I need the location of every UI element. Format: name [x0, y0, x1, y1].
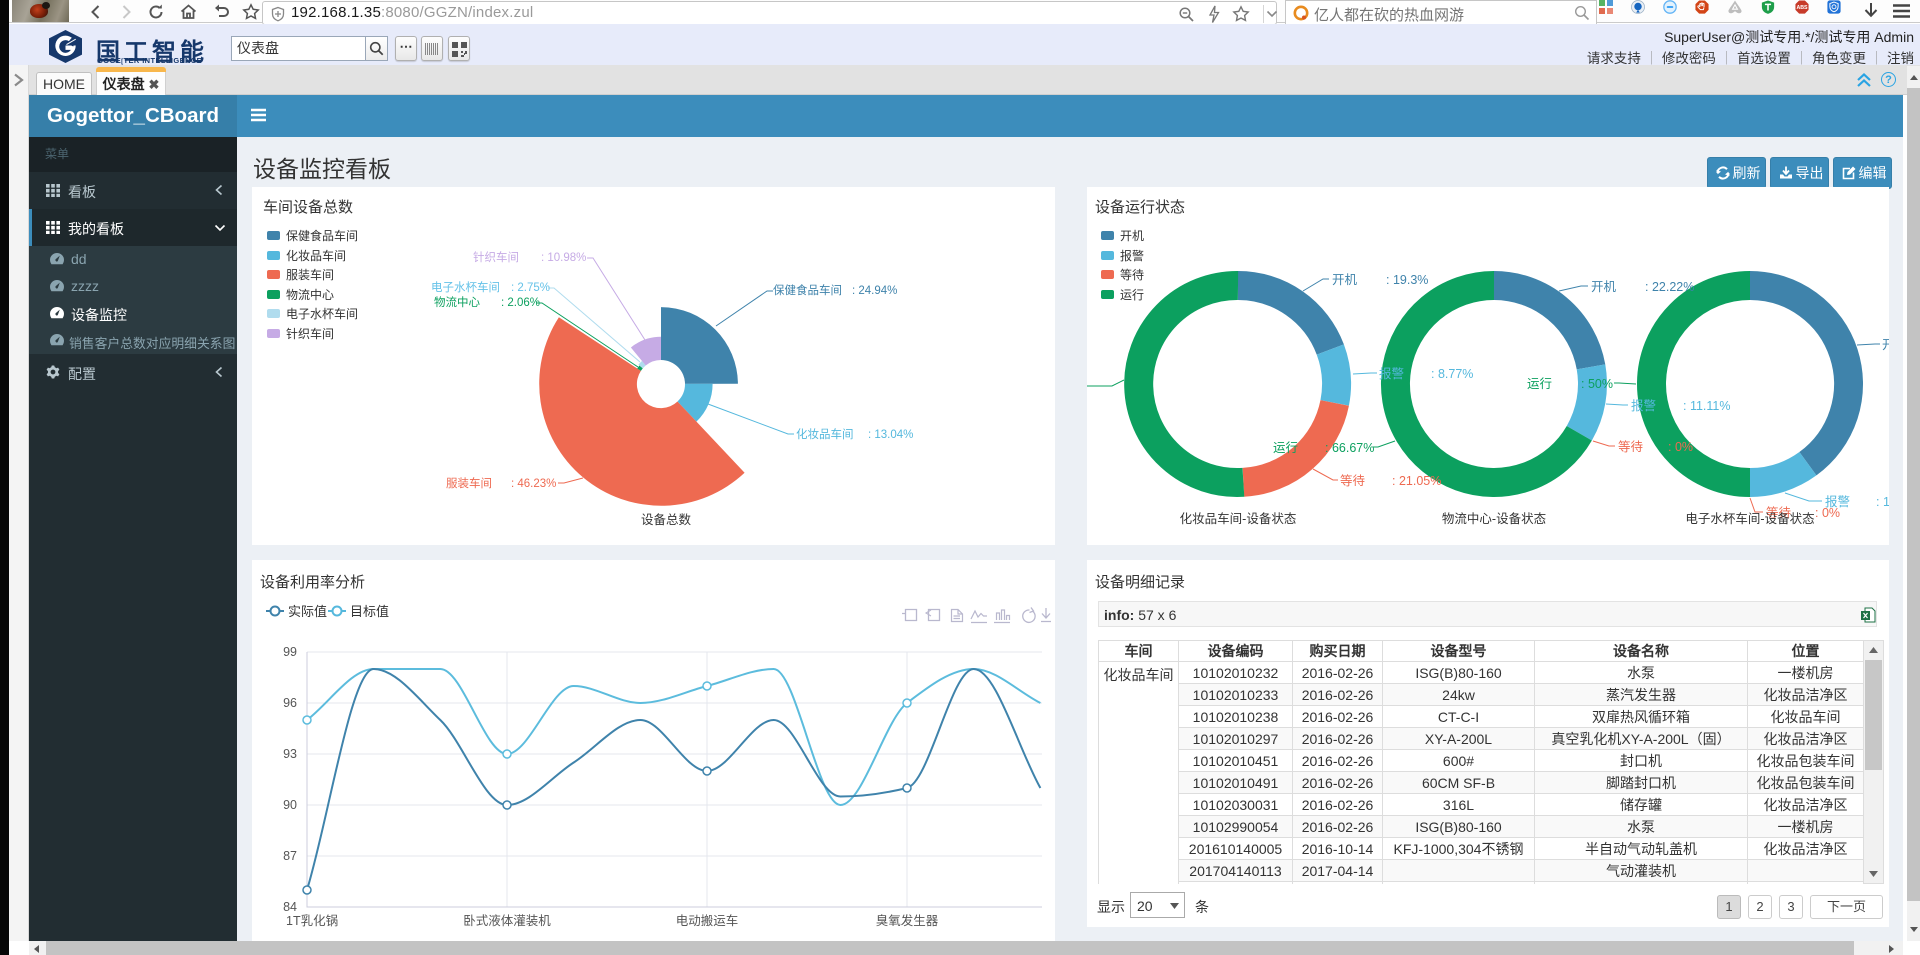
- svg-text:开机: 开机: [1882, 338, 1889, 352]
- svg-text:开机: 开机: [1591, 280, 1617, 294]
- svg-text:1T乳化锅: 1T乳化锅: [286, 913, 338, 928]
- svg-text:: 11.11%: : 11.11%: [1683, 399, 1731, 413]
- svg-text:: 2.06%: : 2.06%: [501, 297, 540, 309]
- svg-text:90: 90: [283, 798, 297, 812]
- svg-text:设备总数: 设备总数: [641, 512, 692, 527]
- svg-text:化妆品车间-设备状态: 化妆品车间-设备状态: [1180, 511, 1297, 526]
- svg-text:化妆品车间: 化妆品车间: [796, 427, 854, 441]
- svg-text:针织车间: 针织车间: [473, 250, 519, 264]
- svg-text:: 13.04%: : 13.04%: [868, 429, 913, 441]
- svg-text:报警: 报警: [1379, 366, 1404, 381]
- svg-text:84: 84: [283, 900, 297, 914]
- svg-text:运行: 运行: [1120, 288, 1144, 302]
- svg-text:等待: 等待: [1618, 439, 1644, 454]
- svg-text:化妆品车间: 化妆品车间: [286, 248, 346, 263]
- svg-text:99: 99: [283, 645, 297, 659]
- svg-text:目标值: 目标值: [350, 604, 389, 619]
- svg-text:ABS: ABS: [1796, 5, 1808, 11]
- svg-text:96: 96: [283, 696, 297, 710]
- svg-text:服装车间: 服装车间: [286, 267, 334, 282]
- svg-text:: 0%: : 0%: [1668, 440, 1693, 454]
- svg-text:电子水杯车间: 电子水杯车间: [431, 280, 500, 294]
- svg-text:保健食品车间: 保健食品车间: [286, 228, 358, 243]
- svg-text:: 50%: : 50%: [1581, 377, 1613, 391]
- svg-text:物流中心-设备状态: 物流中心-设备状态: [1442, 511, 1546, 526]
- svg-text:服装车间: 服装车间: [446, 476, 492, 490]
- svg-text:: 46.23%: : 46.23%: [511, 478, 556, 490]
- svg-text:实际值: 实际值: [288, 604, 327, 619]
- svg-text:运行: 运行: [1527, 377, 1552, 391]
- svg-text:: 2.75%: : 2.75%: [511, 282, 550, 294]
- svg-text:针织车间: 针织车间: [286, 326, 334, 341]
- svg-text:等待: 等待: [1766, 505, 1792, 520]
- svg-text:: 21.05%: : 21.05%: [1392, 474, 1441, 488]
- svg-text:: 66.67%: : 66.67%: [1325, 441, 1374, 455]
- svg-text:电动搬运车: 电动搬运车: [676, 913, 739, 928]
- svg-text:87: 87: [283, 849, 297, 863]
- svg-text:保健食品车间: 保健食品车间: [773, 283, 842, 297]
- svg-text:: 0%: : 0%: [1815, 506, 1840, 520]
- svg-text:: 10: : 10: [1876, 495, 1889, 509]
- svg-text:: 24.94%: : 24.94%: [852, 285, 897, 297]
- svg-text:报警: 报警: [1120, 248, 1144, 263]
- svg-text:电子水杯车间-设备状态: 电子水杯车间-设备状态: [1685, 511, 1814, 526]
- svg-text:: 10.98%: : 10.98%: [541, 252, 586, 264]
- svg-text:等待: 等待: [1340, 473, 1366, 488]
- svg-text:卧式液体灌装机: 卧式液体灌装机: [463, 913, 551, 928]
- svg-text:电子水杯车间: 电子水杯车间: [286, 306, 358, 321]
- svg-text:: 19.3%: : 19.3%: [1386, 273, 1428, 287]
- svg-text:运行: 运行: [1273, 441, 1298, 455]
- svg-text:报警: 报警: [1825, 494, 1850, 509]
- svg-text:臭氧发生器: 臭氧发生器: [876, 913, 939, 928]
- svg-text:93: 93: [283, 747, 297, 761]
- svg-text:: 8.77%: : 8.77%: [1431, 367, 1473, 381]
- svg-text:物流中心: 物流中心: [286, 287, 334, 302]
- svg-text:报警: 报警: [1631, 398, 1656, 413]
- svg-text:: 22.22%: : 22.22%: [1645, 280, 1694, 294]
- svg-text:开机: 开机: [1120, 229, 1144, 243]
- svg-text:等待: 等待: [1120, 268, 1144, 282]
- svg-text:开机: 开机: [1332, 273, 1358, 287]
- svg-text:物流中心: 物流中心: [434, 295, 480, 309]
